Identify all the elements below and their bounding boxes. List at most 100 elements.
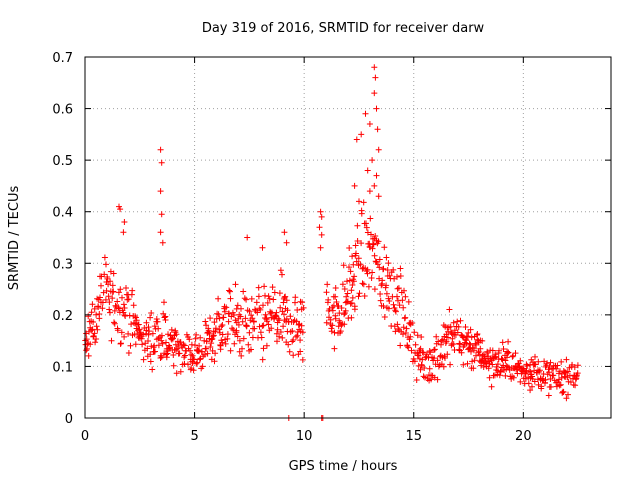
data-point [144, 345, 151, 352]
data-point [264, 299, 271, 306]
data-point [106, 299, 113, 306]
data-point [353, 250, 359, 257]
data-point [329, 307, 336, 314]
data-point [467, 326, 474, 333]
x-tick-label: 10 [296, 429, 313, 444]
data-point [202, 318, 209, 325]
data-point [517, 357, 524, 364]
axis-ticks: 0 0.1 0.2 0.3 0.4 0.5 0.6 0.7 0 5 10 15 20 [52, 51, 611, 444]
data-point [244, 234, 251, 241]
data-point [104, 274, 111, 280]
data-point [338, 305, 345, 311]
data-point [527, 387, 534, 394]
data-point [290, 352, 297, 359]
data-point [243, 323, 250, 330]
data-point [349, 282, 356, 288]
data-point [381, 244, 388, 251]
data-point [261, 283, 268, 290]
data-point [121, 305, 128, 311]
data-point [97, 294, 103, 301]
data-point [394, 273, 400, 280]
data-point [127, 342, 134, 349]
data-point [385, 260, 392, 267]
data-point [386, 298, 393, 304]
data-point [502, 372, 509, 379]
data-point [368, 231, 374, 238]
data-point [299, 356, 306, 363]
data-point [318, 231, 325, 238]
data-point [351, 273, 358, 280]
data-point [371, 90, 378, 97]
data-point [110, 288, 117, 295]
data-point [348, 300, 355, 306]
data-point [471, 357, 478, 364]
data-point [195, 347, 202, 354]
data-point [341, 321, 348, 328]
data-point [364, 229, 371, 236]
data-point [341, 286, 348, 292]
data-point [385, 305, 392, 312]
data-point [114, 325, 121, 332]
data-point [250, 318, 257, 325]
data-point [417, 345, 424, 352]
data-point [473, 352, 479, 359]
data-point [112, 302, 119, 309]
data-point [207, 344, 214, 350]
data-point [271, 289, 278, 296]
data-point [339, 281, 346, 288]
data-point [234, 302, 241, 309]
data-point [535, 381, 542, 388]
data-point [369, 269, 376, 276]
data-point [258, 334, 265, 341]
data-point [346, 277, 353, 284]
data-point [115, 305, 122, 312]
data-point [567, 379, 574, 386]
data-point [227, 347, 234, 354]
data-point [275, 315, 282, 322]
data-point [118, 329, 125, 336]
data-point [93, 323, 100, 330]
chart-title: Day 319 of 2016, SRMTID for receiver dar… [202, 21, 485, 36]
data-point [279, 271, 285, 278]
data-point [392, 308, 399, 315]
data-point [158, 211, 165, 218]
data-point [147, 358, 154, 365]
data-point [135, 321, 142, 328]
data-point [417, 366, 424, 373]
data-point [464, 360, 471, 367]
data-point [190, 367, 197, 374]
data-point [454, 318, 461, 325]
data-point [374, 261, 381, 268]
data-point [559, 389, 566, 396]
x-axis-label: GPS time / hours [289, 459, 398, 474]
data-point [101, 271, 108, 278]
data-point [373, 172, 380, 179]
data-point [284, 307, 291, 314]
data-point [208, 336, 215, 343]
data-point [380, 303, 387, 310]
data-point [553, 383, 560, 390]
data-point [143, 319, 150, 326]
data-point [372, 233, 379, 239]
data-point [210, 332, 217, 339]
data-point [423, 351, 430, 358]
data-point [281, 311, 287, 318]
data-point [435, 338, 442, 345]
data-point [379, 277, 386, 284]
data-point [372, 74, 379, 81]
data-point [234, 333, 241, 340]
data-point [280, 323, 287, 330]
data-point [496, 372, 503, 379]
data-point [531, 378, 538, 385]
data-point [412, 341, 419, 348]
data-point [523, 367, 530, 374]
data-point [262, 311, 269, 318]
data-point [164, 350, 171, 357]
data-point [181, 342, 188, 349]
data-point [240, 288, 247, 295]
data-point [450, 319, 457, 326]
data-point [101, 254, 108, 261]
data-point [462, 324, 469, 330]
data-point [103, 261, 109, 268]
data-point [532, 361, 539, 368]
